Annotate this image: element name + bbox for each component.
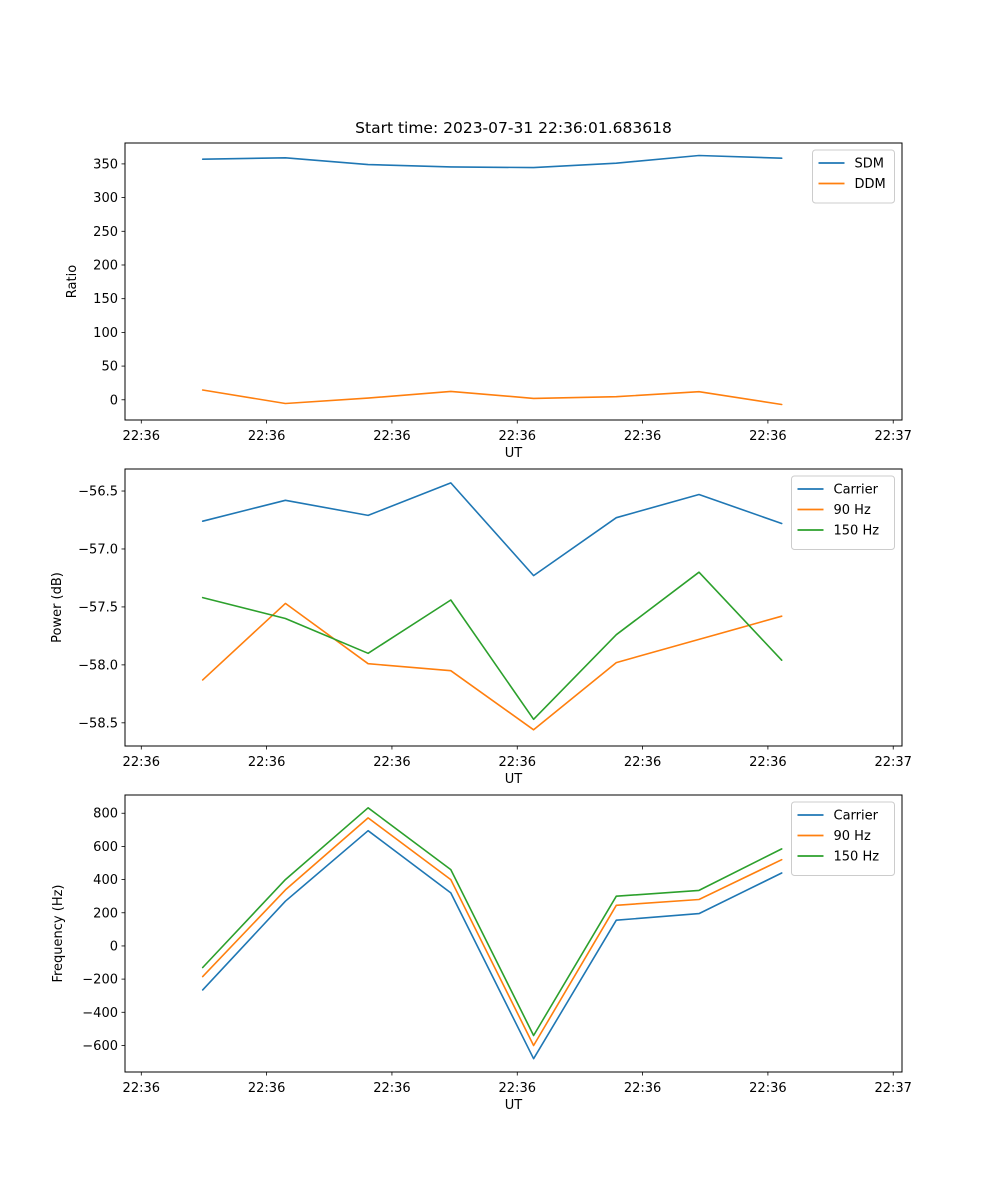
y-tick-label: 600 bbox=[93, 840, 118, 855]
legend: Carrier 90 Hz 150 Hz bbox=[791, 475, 895, 550]
x-tick-label: 22:36 bbox=[248, 755, 285, 770]
x-tick-label: 22:36 bbox=[123, 755, 160, 770]
x-tick-label: 22:36 bbox=[499, 1081, 536, 1096]
legend-label: 150 Hz bbox=[834, 524, 880, 539]
x-tick-label: 22:36 bbox=[248, 429, 285, 444]
y-axis-power: −58.5 −58.0 −57.5 −57.0 −56.5 bbox=[78, 485, 125, 731]
x-axis-title: UT bbox=[505, 1098, 523, 1113]
y-axis-title: Frequency (Hz) bbox=[51, 884, 66, 982]
x-axis-ratio: 22:36 22:36 22:36 22:36 22:36 22:36 22:37 bbox=[123, 420, 912, 444]
y-tick-label: 250 bbox=[93, 225, 118, 240]
series-lines bbox=[201, 154, 783, 406]
y-axis-title: Ratio bbox=[65, 265, 80, 298]
y-tick-label: −57.5 bbox=[78, 600, 118, 615]
series-line-150-hz bbox=[201, 806, 783, 1037]
y-tick-label: −600 bbox=[82, 1039, 118, 1054]
y-tick-label: 350 bbox=[93, 157, 118, 172]
y-tick-label: 400 bbox=[93, 873, 118, 888]
x-tick-label: 22:36 bbox=[123, 1081, 160, 1096]
series-line-sdm bbox=[201, 154, 783, 169]
y-tick-label: 200 bbox=[93, 258, 118, 273]
y-tick-label: 150 bbox=[93, 292, 118, 307]
legend-label: 150 Hz bbox=[834, 850, 880, 865]
x-tick-label: 22:36 bbox=[624, 429, 661, 444]
x-axis-power: 22:36 22:36 22:36 22:36 22:36 22:36 22:37 bbox=[123, 746, 912, 770]
axes-frame bbox=[124, 142, 903, 421]
x-tick-label: 22:36 bbox=[749, 755, 786, 770]
x-tick-label: 22:36 bbox=[248, 1081, 285, 1096]
legend-box bbox=[791, 801, 895, 876]
x-tick-label: 22:36 bbox=[624, 1081, 661, 1096]
x-tick-label: 22:36 bbox=[499, 755, 536, 770]
y-tick-label: −58.5 bbox=[78, 716, 118, 731]
legend-label: Carrier bbox=[834, 809, 879, 824]
legend-label: DDM bbox=[855, 177, 886, 192]
figure-title: Start time: 2023-07-31 22:36:01.683618 bbox=[355, 119, 672, 137]
series-lines bbox=[201, 482, 783, 731]
legend: SDM DDM bbox=[812, 149, 895, 204]
series-line-carrier bbox=[201, 829, 783, 1060]
y-tick-label: −400 bbox=[82, 1006, 118, 1021]
legend-label: Carrier bbox=[834, 483, 879, 498]
series-line-90-hz bbox=[201, 602, 783, 731]
x-tick-label: 22:36 bbox=[373, 429, 410, 444]
y-tick-label: −57.0 bbox=[78, 542, 118, 557]
x-axis-title: UT bbox=[505, 446, 523, 461]
series-line-90-hz bbox=[201, 817, 783, 1047]
x-axis-frequency: 22:36 22:36 22:36 22:36 22:36 22:36 22:37 bbox=[123, 1072, 912, 1096]
axes-frame bbox=[124, 794, 903, 1073]
x-tick-label: 22:36 bbox=[749, 1081, 786, 1096]
y-tick-label: 50 bbox=[101, 360, 118, 375]
y-tick-label: 100 bbox=[93, 326, 118, 341]
series-line-150-hz bbox=[201, 571, 783, 721]
series-line-ddm bbox=[201, 389, 783, 406]
y-axis-title: Power (dB) bbox=[50, 572, 65, 643]
legend-box bbox=[791, 475, 895, 550]
legend-label: 90 Hz bbox=[834, 829, 871, 844]
series-line-carrier bbox=[201, 482, 783, 577]
y-tick-label: 200 bbox=[93, 906, 118, 921]
x-tick-label: 22:36 bbox=[499, 429, 536, 444]
y-tick-label: 0 bbox=[110, 393, 118, 408]
x-tick-label: 22:37 bbox=[874, 429, 911, 444]
legend: Carrier 90 Hz 150 Hz bbox=[791, 801, 895, 876]
x-tick-label: 22:36 bbox=[373, 1081, 410, 1096]
x-axis-title: UT bbox=[505, 772, 523, 787]
x-tick-label: 22:36 bbox=[373, 755, 410, 770]
y-tick-label: −58.0 bbox=[78, 658, 118, 673]
x-tick-label: 22:36 bbox=[624, 755, 661, 770]
y-axis-frequency: −600 −400 −200 0 200 400 600 800 bbox=[82, 807, 125, 1054]
y-tick-label: 0 bbox=[110, 939, 118, 954]
series-lines bbox=[201, 806, 783, 1060]
x-tick-label: 22:36 bbox=[749, 429, 786, 444]
y-tick-label: −200 bbox=[82, 973, 118, 988]
y-tick-label: −56.5 bbox=[78, 485, 118, 500]
axes-frame bbox=[124, 468, 903, 747]
legend-label: SDM bbox=[855, 157, 884, 172]
subplot-power: −58.5−58.0−57.5−57.0−56.522:36 22:36 22:36… bbox=[50, 468, 912, 787]
legend-label: 90 Hz bbox=[834, 503, 871, 518]
y-tick-label: 800 bbox=[93, 807, 118, 822]
x-tick-label: 22:37 bbox=[874, 755, 911, 770]
x-tick-label: 22:37 bbox=[874, 1081, 911, 1096]
x-tick-label: 22:36 bbox=[123, 429, 160, 444]
y-axis-ratio: 0 50 100 150 200 250 300 350 bbox=[93, 157, 125, 408]
y-tick-label: 300 bbox=[93, 191, 118, 206]
